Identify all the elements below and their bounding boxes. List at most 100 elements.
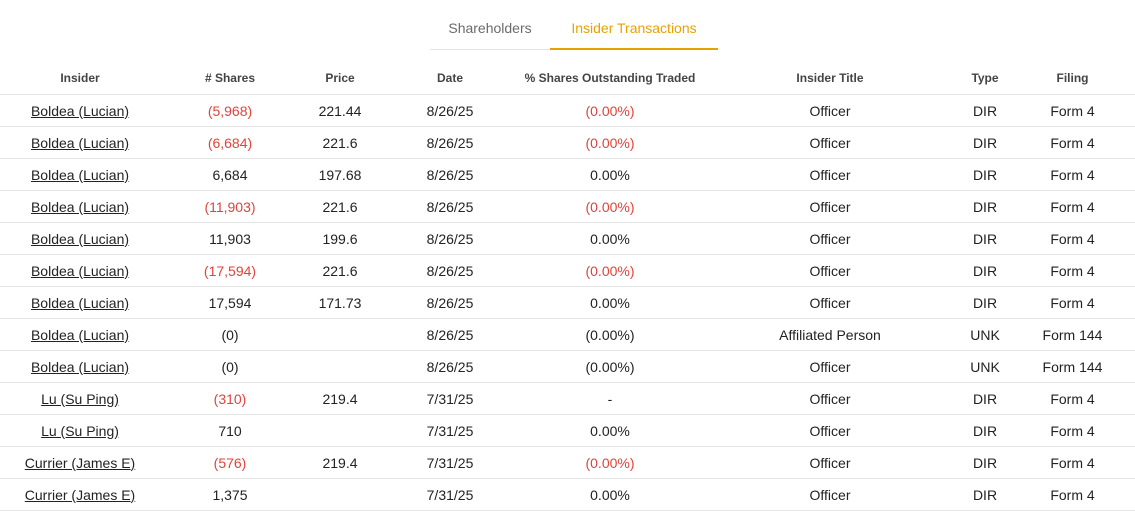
table-row: Boldea (Lucian) (0) 8/26/25 (0.00%) Officer U…: [0, 350, 1135, 383]
cell-date-value: 8/26/25: [426, 166, 474, 183]
cell-type-value: UNK: [970, 326, 1000, 343]
cell-type-value: DIR: [972, 294, 998, 311]
tab-shareholders[interactable]: Shareholders: [430, 18, 550, 50]
cell-insider: Boldea (Lucian): [0, 126, 160, 159]
cell-price-value: 197.68: [318, 166, 362, 183]
cell-insider-title-value: Officer: [809, 390, 851, 407]
cell-date: 8/26/25: [380, 254, 520, 287]
cell-date-value: 8/26/25: [426, 294, 474, 311]
cell-pct-traded-value: (0.00%): [585, 134, 635, 151]
cell-shares-value: (310): [213, 390, 247, 407]
cell-type: DIR: [960, 222, 1010, 255]
cell-insider-title-value: Officer: [809, 454, 851, 471]
cell-date-value: 8/26/25: [426, 358, 474, 375]
cell-price: 221.6: [300, 190, 380, 223]
cell-type: DIR: [960, 478, 1010, 511]
cell-price-value: 199.6: [322, 230, 358, 247]
cell-filing: Form 4: [1010, 222, 1135, 255]
cell-date-value: 8/26/25: [426, 230, 474, 247]
table-row: Boldea (Lucian) (17,594) 221.6 8/26/25 (0.00…: [0, 254, 1135, 287]
cell-pct-traded-value: (0.00%): [585, 102, 635, 119]
cell-type-value: DIR: [972, 422, 998, 439]
cell-date-value: 8/26/25: [426, 102, 474, 119]
insider-link[interactable]: Boldea (Lucian): [30, 230, 130, 247]
insider-link[interactable]: Currier (James E): [24, 486, 136, 503]
tab-insider-transactions[interactable]: Insider Transactions: [550, 18, 718, 50]
cell-insider-title: Officer: [700, 414, 960, 447]
cell-date: 7/31/25: [380, 446, 520, 479]
column-header-filing[interactable]: Filing: [1010, 62, 1135, 95]
insider-link[interactable]: Boldea (Lucian): [30, 102, 130, 119]
cell-price-value: 221.44: [318, 102, 362, 119]
column-header-shares[interactable]: # Shares: [160, 62, 300, 95]
cell-date-value: 8/26/25: [426, 134, 474, 151]
cell-type-value: UNK: [970, 358, 1000, 375]
cell-date-value: 8/26/25: [426, 262, 474, 279]
column-header-insider-title[interactable]: Insider Title: [700, 62, 960, 95]
cell-shares-value: 1,375: [212, 486, 248, 503]
cell-date-value: 7/31/25: [426, 422, 474, 439]
table-row: Currier (James E) (576) 219.4 7/31/25 (0.00%…: [0, 446, 1135, 479]
cell-price: 221.6: [300, 254, 380, 287]
cell-date: 8/26/25: [380, 318, 520, 351]
insider-link[interactable]: Lu (Su Ping): [41, 422, 119, 439]
table-row: Boldea (Lucian) (11,903) 221.6 8/26/25 (0.00…: [0, 190, 1135, 223]
cell-filing-value: Form 4: [1050, 198, 1095, 215]
cell-insider-title: Officer: [700, 190, 960, 223]
cell-pct-traded-value: 0.00%: [590, 294, 630, 311]
column-header-pct-shares-traded[interactable]: % Shares Outstanding Traded: [520, 62, 700, 95]
column-header-price[interactable]: Price: [300, 62, 380, 95]
column-header-type[interactable]: Type: [960, 62, 1010, 95]
insider-link[interactable]: Boldea (Lucian): [30, 198, 130, 215]
cell-date: 8/26/25: [380, 190, 520, 223]
cell-shares-value: 11,903: [209, 230, 251, 247]
cell-price: 219.4: [300, 382, 380, 415]
cell-price-value: 221.6: [322, 198, 358, 215]
table-row: Boldea (Lucian) 6,684 197.68 8/26/25 0.00% Of…: [0, 158, 1135, 191]
cell-insider-title: Officer: [700, 126, 960, 159]
insider-link[interactable]: Boldea (Lucian): [30, 134, 130, 151]
cell-shares-value: 17,594: [208, 294, 252, 311]
cell-shares: 17,594: [160, 286, 300, 319]
insider-link[interactable]: Boldea (Lucian): [30, 326, 130, 343]
cell-pct-traded-value: (0.00%): [585, 358, 635, 375]
cell-insider-title-value: Officer: [809, 294, 851, 311]
cell-filing-value: Form 4: [1050, 262, 1095, 279]
cell-pct-traded-value: 0.00%: [590, 230, 630, 247]
insider-link[interactable]: Boldea (Lucian): [30, 262, 130, 279]
cell-type-value: DIR: [972, 486, 998, 503]
cell-price-value: 221.6: [322, 134, 358, 151]
insider-link[interactable]: Lu (Su Ping): [41, 390, 119, 407]
cell-pct-traded-value: 0.00%: [590, 422, 630, 439]
insider-link[interactable]: Currier (James E): [24, 454, 136, 471]
cell-type: DIR: [960, 158, 1010, 191]
cell-shares-value: (17,594): [203, 262, 257, 279]
cell-insider: Boldea (Lucian): [0, 222, 160, 255]
cell-price: 171.73: [300, 286, 380, 319]
insider-link[interactable]: Boldea (Lucian): [30, 166, 130, 183]
cell-price: 221.6: [300, 126, 380, 159]
cell-type: DIR: [960, 254, 1010, 287]
insider-link[interactable]: Boldea (Lucian): [30, 294, 130, 311]
cell-insider-title: Officer: [700, 350, 960, 383]
cell-pct-traded: (0.00%): [520, 446, 700, 479]
cell-filing: Form 4: [1010, 126, 1135, 159]
cell-filing: Form 4: [1010, 446, 1135, 479]
column-header-insider[interactable]: Insider: [0, 62, 160, 95]
column-header-date[interactable]: Date: [380, 62, 520, 95]
cell-filing-value: Form 4: [1050, 486, 1095, 503]
cell-insider-title-value: Officer: [809, 102, 851, 119]
cell-filing-value: Form 4: [1050, 422, 1095, 439]
cell-price-value: 171.73: [318, 294, 362, 311]
cell-date: 7/31/25: [380, 414, 520, 447]
cell-date: 7/31/25: [380, 382, 520, 415]
cell-type: DIR: [960, 190, 1010, 223]
cell-date-value: 8/26/25: [426, 326, 474, 343]
cell-price: 199.6: [300, 222, 380, 255]
insider-link[interactable]: Boldea (Lucian): [30, 358, 130, 375]
cell-insider-title-value: Officer: [809, 422, 851, 439]
cell-insider-title: Officer: [700, 94, 960, 127]
cell-filing-value: Form 144: [1042, 358, 1103, 375]
cell-insider-title-value: Officer: [809, 166, 851, 183]
cell-pct-traded: (0.00%): [520, 94, 700, 127]
